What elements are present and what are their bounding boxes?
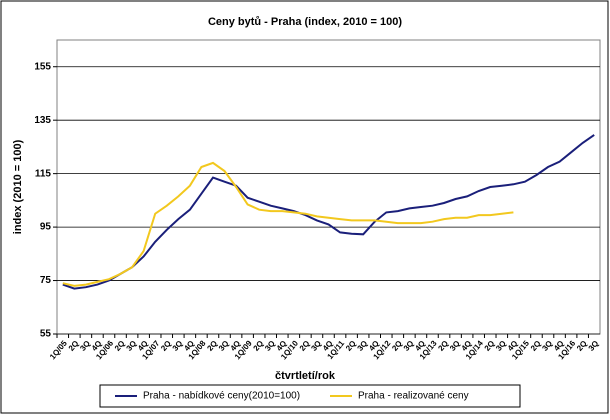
- legend-box: [99, 384, 521, 408]
- y-tick-label: 95: [40, 222, 52, 233]
- y-tick-label: 55: [40, 329, 52, 340]
- series-line: [62, 161, 514, 287]
- y-axis-label: index (2010 = 100): [12, 139, 24, 234]
- y-tick-label: 75: [40, 275, 52, 286]
- plot-area: [56, 39, 601, 335]
- series-line: [62, 134, 595, 290]
- legend-label: Praha - realizované ceny: [358, 391, 469, 402]
- y-tick-label: 135: [34, 115, 51, 126]
- legend-label: Praha - nabídkové ceny(2010=100): [143, 391, 300, 402]
- x-axis-label: čtvrtletí/rok: [275, 370, 336, 382]
- y-tick-label: 115: [35, 168, 52, 179]
- chart-title: Ceny bytů - Praha (index, 2010 = 100): [208, 16, 402, 28]
- y-tick-label: 155: [34, 61, 51, 72]
